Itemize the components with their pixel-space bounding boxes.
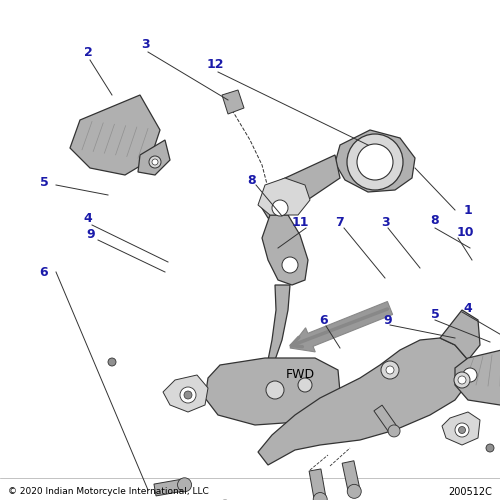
Polygon shape bbox=[260, 155, 340, 218]
Circle shape bbox=[108, 358, 116, 366]
Text: 10: 10 bbox=[456, 226, 474, 238]
Text: 5: 5 bbox=[40, 176, 48, 188]
Polygon shape bbox=[222, 90, 244, 114]
Text: 2: 2 bbox=[84, 46, 92, 59]
Polygon shape bbox=[374, 405, 398, 434]
Circle shape bbox=[381, 361, 399, 379]
Polygon shape bbox=[70, 95, 160, 175]
Text: 8: 8 bbox=[248, 174, 256, 186]
Circle shape bbox=[298, 378, 312, 392]
FancyArrow shape bbox=[290, 302, 392, 352]
Circle shape bbox=[347, 484, 361, 498]
Circle shape bbox=[272, 200, 288, 216]
Circle shape bbox=[347, 134, 403, 190]
Polygon shape bbox=[442, 412, 480, 445]
Circle shape bbox=[149, 156, 161, 168]
Text: 9: 9 bbox=[384, 314, 392, 326]
Text: 6: 6 bbox=[40, 266, 48, 278]
Polygon shape bbox=[262, 215, 308, 285]
Text: 8: 8 bbox=[430, 214, 440, 226]
Circle shape bbox=[455, 423, 469, 437]
Text: 1: 1 bbox=[464, 204, 472, 216]
Text: FWD: FWD bbox=[286, 368, 314, 381]
Polygon shape bbox=[258, 338, 470, 465]
Circle shape bbox=[458, 426, 466, 434]
Text: 11: 11 bbox=[291, 216, 309, 228]
Text: 3: 3 bbox=[380, 216, 390, 228]
Text: 7: 7 bbox=[336, 216, 344, 228]
Polygon shape bbox=[163, 375, 208, 412]
Circle shape bbox=[180, 387, 196, 403]
Circle shape bbox=[463, 368, 477, 382]
Circle shape bbox=[152, 159, 158, 165]
Circle shape bbox=[313, 492, 327, 500]
Text: 3: 3 bbox=[140, 38, 149, 52]
Polygon shape bbox=[455, 348, 500, 405]
Polygon shape bbox=[138, 140, 170, 175]
Polygon shape bbox=[309, 469, 326, 500]
Circle shape bbox=[388, 425, 400, 437]
Circle shape bbox=[386, 366, 394, 374]
Circle shape bbox=[282, 257, 298, 273]
Text: 200512C: 200512C bbox=[448, 487, 492, 497]
Polygon shape bbox=[258, 178, 310, 215]
Polygon shape bbox=[265, 285, 290, 375]
Polygon shape bbox=[154, 479, 186, 496]
Polygon shape bbox=[205, 358, 340, 425]
Text: © 2020 Indian Motorcycle International, LLC: © 2020 Indian Motorcycle International, … bbox=[8, 488, 209, 496]
Circle shape bbox=[486, 444, 494, 452]
Polygon shape bbox=[440, 310, 480, 360]
Circle shape bbox=[454, 372, 470, 388]
Circle shape bbox=[458, 376, 466, 384]
Text: 6: 6 bbox=[320, 314, 328, 326]
Circle shape bbox=[184, 391, 192, 399]
Text: 4: 4 bbox=[84, 212, 92, 224]
Polygon shape bbox=[335, 130, 415, 192]
Circle shape bbox=[357, 144, 393, 180]
Circle shape bbox=[178, 478, 192, 492]
Text: 12: 12 bbox=[206, 58, 224, 71]
Text: 9: 9 bbox=[86, 228, 96, 241]
Polygon shape bbox=[342, 461, 360, 492]
Circle shape bbox=[266, 381, 284, 399]
Text: 5: 5 bbox=[430, 308, 440, 322]
Text: 4: 4 bbox=[464, 302, 472, 314]
